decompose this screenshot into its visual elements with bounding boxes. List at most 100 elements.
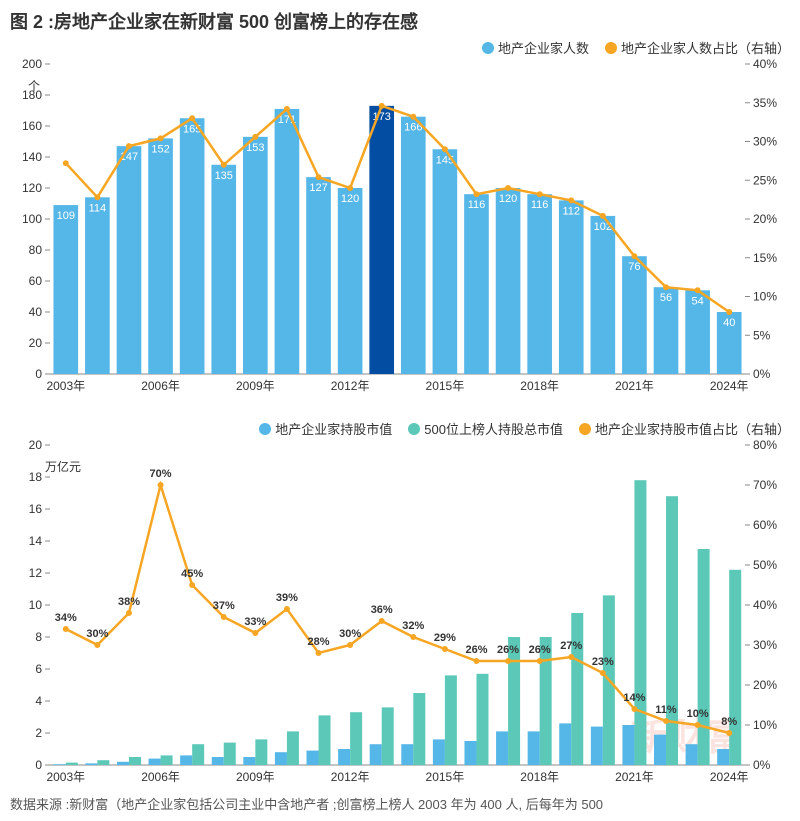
svg-text:26%: 26% [497,644,519,656]
legend-label: 地产企业家人数 [498,38,589,57]
svg-text:18: 18 [29,470,43,484]
chart1-legend: 地产企业家人数 地产企业家人数占比（右轴） [10,38,790,57]
svg-text:0%: 0% [753,367,771,381]
svg-text:60%: 60% [753,518,777,532]
svg-text:2024年: 2024年 [710,770,749,784]
chart-title: 图 2 :房地产企业家在新财富 500 创富榜上的存在感 [10,8,790,34]
svg-text:20%: 20% [753,678,777,692]
svg-text:20: 20 [29,440,43,452]
svg-text:40%: 40% [753,59,777,71]
svg-text:40: 40 [723,317,735,329]
legend-swatch [605,42,617,54]
svg-text:40%: 40% [753,598,777,612]
svg-text:2024年: 2024年 [710,379,749,393]
svg-text:20: 20 [29,336,43,350]
svg-text:2021年: 2021年 [615,770,654,784]
legend-swatch [259,423,271,435]
svg-text:25%: 25% [753,173,777,187]
svg-text:10%: 10% [753,290,777,304]
svg-text:28%: 28% [308,636,330,648]
svg-text:2015年: 2015年 [426,770,465,784]
svg-text:万亿元: 万亿元 [45,459,81,474]
svg-text:33%: 33% [244,616,266,628]
svg-text:32%: 32% [402,620,424,632]
svg-text:200: 200 [22,59,42,71]
svg-text:10%: 10% [753,718,777,732]
svg-text:5%: 5% [753,328,771,342]
svg-text:27%: 27% [560,640,582,652]
svg-text:56: 56 [660,292,672,304]
svg-text:2003年: 2003年 [46,770,85,784]
svg-text:50%: 50% [753,558,777,572]
svg-text:10%: 10% [687,708,709,720]
svg-text:0%: 0% [753,758,771,772]
svg-text:135: 135 [215,170,233,182]
svg-text:2009年: 2009年 [236,379,275,393]
svg-text:39%: 39% [276,592,298,604]
svg-text:45%: 45% [181,568,203,580]
legend-label: 地产企业家持股市值 [275,419,392,438]
svg-text:38%: 38% [118,596,140,608]
legend-swatch [408,423,420,435]
svg-text:140: 140 [22,150,42,164]
svg-text:70%: 70% [753,478,777,492]
svg-text:14: 14 [29,534,43,548]
svg-text:29%: 29% [434,632,456,644]
svg-text:76: 76 [628,261,640,273]
svg-text:120: 120 [499,193,517,205]
svg-text:23%: 23% [592,656,614,668]
svg-text:120: 120 [22,181,42,195]
legend-item: 500位上榜人持股总市值 [408,419,563,438]
svg-text:30%: 30% [753,135,777,149]
svg-text:37%: 37% [213,600,235,612]
svg-text:2: 2 [35,726,42,740]
legend-label: 地产企业家人数占比（右轴） [621,38,790,57]
svg-text:8%: 8% [721,716,737,728]
svg-text:80: 80 [29,243,43,257]
svg-text:15%: 15% [753,251,777,265]
svg-text:10: 10 [29,598,43,612]
svg-text:2015年: 2015年 [426,379,465,393]
svg-text:120: 120 [341,193,359,205]
svg-text:30%: 30% [339,628,361,640]
svg-text:54: 54 [691,295,703,307]
svg-text:2006年: 2006年 [141,379,180,393]
svg-text:34%: 34% [55,612,77,624]
svg-text:60: 60 [29,274,43,288]
svg-text:6: 6 [35,662,42,676]
svg-text:80%: 80% [753,440,777,452]
legend-item: 地产企业家持股市值 [259,419,392,438]
svg-text:个: 个 [28,79,40,93]
legend-swatch [579,423,591,435]
chart2-legend: 地产企业家持股市值 500位上榜人持股总市值地产企业家持股市值占比（右轴） [10,419,790,438]
svg-text:0: 0 [35,758,42,772]
svg-text:70%: 70% [150,468,172,480]
svg-text:112: 112 [562,205,580,217]
svg-text:26%: 26% [465,644,487,656]
svg-text:2003年: 2003年 [46,379,85,393]
svg-text:152: 152 [151,143,169,155]
svg-text:100: 100 [22,212,42,226]
svg-text:35%: 35% [753,96,777,110]
svg-text:2021年: 2021年 [615,379,654,393]
svg-text:11%: 11% [655,704,677,716]
svg-text:0: 0 [35,367,42,381]
chart1: 020406080100120140160180200个0%5%10%15%20… [10,59,790,399]
svg-text:36%: 36% [371,604,393,616]
svg-text:12: 12 [29,566,43,580]
legend-item: 地产企业家持股市值占比（右轴） [579,419,790,438]
svg-text:127: 127 [309,182,327,194]
legend-item: 地产企业家人数 [482,38,589,57]
svg-text:2018年: 2018年 [520,379,559,393]
svg-text:116: 116 [468,199,486,211]
svg-text:16: 16 [29,502,43,516]
svg-text:2012年: 2012年 [331,770,370,784]
svg-text:26%: 26% [529,644,551,656]
svg-text:8: 8 [35,630,42,644]
legend-label: 500位上榜人持股总市值 [424,419,563,438]
legend-swatch [482,42,494,54]
svg-text:114: 114 [89,202,107,214]
svg-text:160: 160 [22,119,42,133]
svg-text:116: 116 [531,199,549,211]
svg-text:2009年: 2009年 [236,770,275,784]
